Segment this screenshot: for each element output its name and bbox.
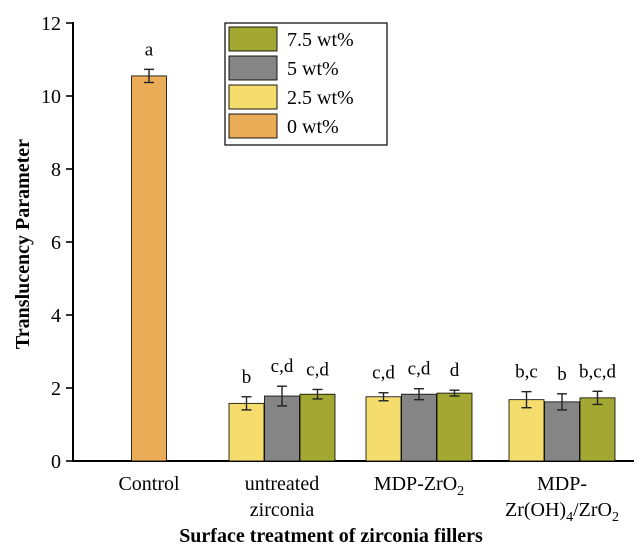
x-category-label: untreated <box>245 473 319 495</box>
y-tick-label: 4 <box>51 305 61 327</box>
significance-letter: c,d <box>271 356 294 377</box>
bar <box>264 395 300 462</box>
bar <box>299 393 336 462</box>
bar <box>544 401 580 462</box>
x-category-label: zirconia <box>250 499 315 521</box>
significance-letter: c,d <box>372 363 395 384</box>
bar <box>131 75 167 462</box>
legend-label: 7.5 wt% <box>287 29 354 51</box>
y-tick-label: 0 <box>51 451 61 473</box>
y-axis-title: Translucency Parameter <box>12 139 34 349</box>
significance-letter: b <box>242 367 252 388</box>
legend-label: 0 wt% <box>287 116 339 138</box>
legend-label: 2.5 wt% <box>287 87 354 109</box>
bar <box>436 392 473 462</box>
legend-label: 5 wt% <box>287 58 339 80</box>
significance-letter: a <box>145 39 154 60</box>
y-tick-label: 10 <box>41 86 61 108</box>
legend-swatch <box>228 55 278 81</box>
x-category-label: Zr(OH)4/ZrO2 <box>505 499 619 525</box>
significance-letter: d <box>450 360 460 381</box>
legend: 7.5 wt% 5 wt% 2.5 wt% 0 wt% <box>224 22 388 146</box>
bar <box>365 396 402 462</box>
bar <box>508 399 545 462</box>
significance-letter: c,d <box>306 359 329 380</box>
x-category-label: MDP- <box>537 473 587 495</box>
y-tick-label: 12 <box>41 13 61 35</box>
legend-swatch <box>228 84 278 110</box>
significance-letter: c,d <box>408 359 431 380</box>
significance-letter: b,c <box>515 362 538 383</box>
plot-area: 0 2 4 6 8 10 12 a Control b c,d c,d untreated zirconi… <box>41 13 634 525</box>
y-tick-label: 8 <box>51 159 61 181</box>
significance-letter: b,c,d <box>579 361 616 382</box>
legend-swatch <box>228 113 278 139</box>
x-category-label: Control <box>118 473 180 495</box>
y-tick-label: 6 <box>51 232 61 254</box>
bar <box>579 397 616 462</box>
y-tick-label: 2 <box>51 378 61 400</box>
x-axis-title: Surface treatment of zirconia fillers <box>179 525 483 547</box>
significance-letter: b <box>557 364 567 385</box>
bar <box>401 393 437 462</box>
bar <box>228 402 265 462</box>
legend-swatch <box>228 26 278 52</box>
x-category-label: MDP-ZrO2 <box>374 473 464 499</box>
